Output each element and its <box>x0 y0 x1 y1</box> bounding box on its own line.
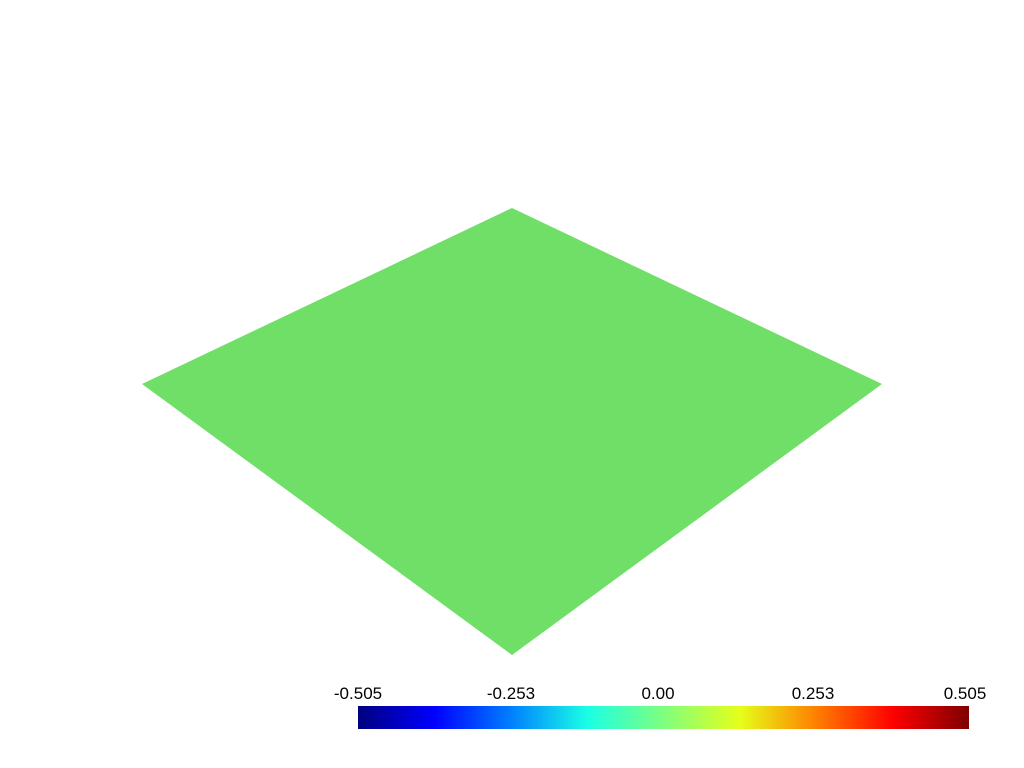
surface-plane <box>142 208 882 655</box>
colorbar-tick-label: 0.505 <box>943 684 987 703</box>
colorbar-tick-label: 0.253 <box>791 684 835 703</box>
colorbar-gradient <box>358 706 969 729</box>
colorbar-tick-label: -0.253 <box>486 684 536 703</box>
colorbar-tick-label: -0.505 <box>333 684 383 703</box>
scalar-colorbar: -0.505 -0.253 0.00 0.253 0.505 <box>330 684 1000 734</box>
colorbar-tick-label: 0.00 <box>641 684 675 703</box>
